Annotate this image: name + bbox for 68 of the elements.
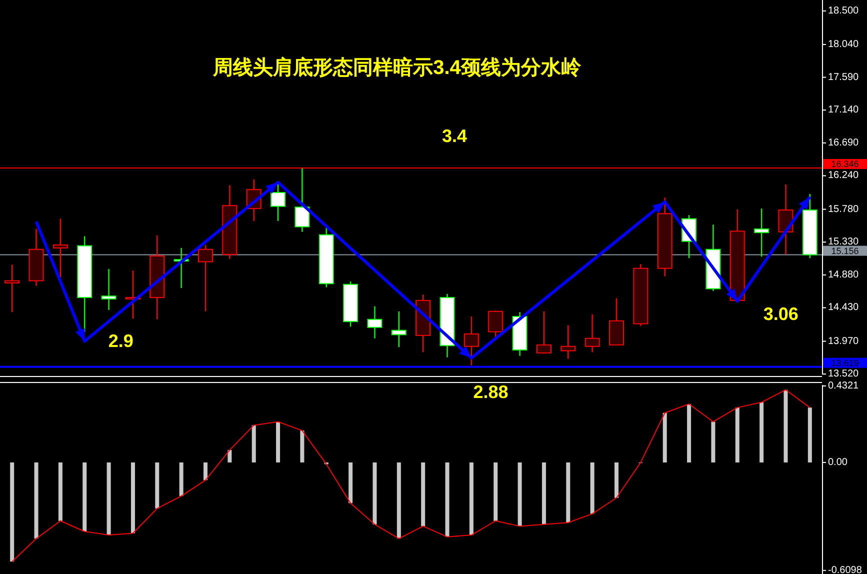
- bar: [82, 462, 87, 532]
- bar: [252, 425, 256, 462]
- y-tick-label: 16.690: [828, 137, 860, 148]
- bar: [10, 462, 14, 562]
- bar: [155, 462, 160, 508]
- bar: [687, 404, 692, 462]
- candlestick: [584, 314, 600, 353]
- bar: [445, 462, 450, 537]
- candlestick: [391, 310, 406, 348]
- candlestick: [294, 168, 310, 232]
- bar: [760, 402, 764, 462]
- y-tick-label: 14.880: [828, 269, 860, 280]
- annotation: 3.06: [763, 304, 798, 324]
- candlestick: [101, 268, 116, 311]
- bar: [58, 462, 62, 521]
- bar: [784, 390, 788, 462]
- y-tick-label: 15.780: [828, 204, 860, 215]
- bar: [735, 408, 740, 462]
- y-tick-label: 18.040: [828, 38, 860, 50]
- candlestick: [488, 310, 504, 338]
- bar: [228, 450, 232, 462]
- bar: [396, 462, 401, 539]
- y-tick-label: 0.00: [828, 456, 848, 468]
- bar: [204, 462, 208, 480]
- y-tick-label: 13.520: [828, 368, 860, 380]
- y-tick-label: 0.4321: [828, 380, 860, 392]
- bar: [662, 412, 667, 462]
- bar: [300, 430, 304, 462]
- ref-line-label: 15.156: [831, 246, 859, 256]
- text: 周线头肩底形态同样暗示3.4颈线为分水岭: [212, 56, 582, 79]
- bar: [130, 462, 135, 534]
- y-tick-label: 14.430: [828, 302, 860, 314]
- bar: [494, 462, 498, 521]
- candlestick: [198, 244, 213, 312]
- y-tick-label: -0.6098: [828, 564, 862, 574]
- bar: [469, 462, 474, 536]
- line-series: [34, 180, 812, 360]
- ref-line-label: 13.619: [831, 358, 859, 368]
- candlestick: [52, 218, 68, 278]
- candlestick: [4, 264, 20, 313]
- bar: [34, 462, 38, 539]
- bar: [711, 422, 716, 462]
- bar: [276, 422, 280, 462]
- bar: [518, 462, 522, 526]
- y-tick-label: 17.140: [828, 104, 860, 116]
- y-tick-label: 15.330: [828, 236, 860, 248]
- bar: [808, 408, 812, 462]
- bar: [106, 462, 111, 536]
- candlestick: [536, 310, 552, 354]
- ref-line-label: 16.346: [831, 159, 859, 170]
- bar: [348, 462, 353, 504]
- bar: [372, 462, 377, 524]
- candlestick: [754, 208, 770, 258]
- y-tick-label: 13.970: [828, 336, 860, 347]
- bar: [614, 462, 618, 498]
- annotation: 3.4: [442, 126, 468, 146]
- bar: [421, 462, 426, 526]
- annotation: 2.9: [108, 331, 134, 351]
- bar: [542, 462, 546, 524]
- y-tick-label: 18.500: [828, 5, 860, 16]
- bar: [590, 462, 594, 514]
- candlestick: [560, 324, 576, 360]
- candlestick: [367, 306, 382, 339]
- bar: [566, 462, 570, 523]
- annotation: 2.88: [473, 382, 508, 402]
- y-tick-label: 17.590: [828, 72, 860, 83]
- y-tick-label: 16.240: [828, 170, 860, 182]
- bar: [179, 462, 184, 496]
